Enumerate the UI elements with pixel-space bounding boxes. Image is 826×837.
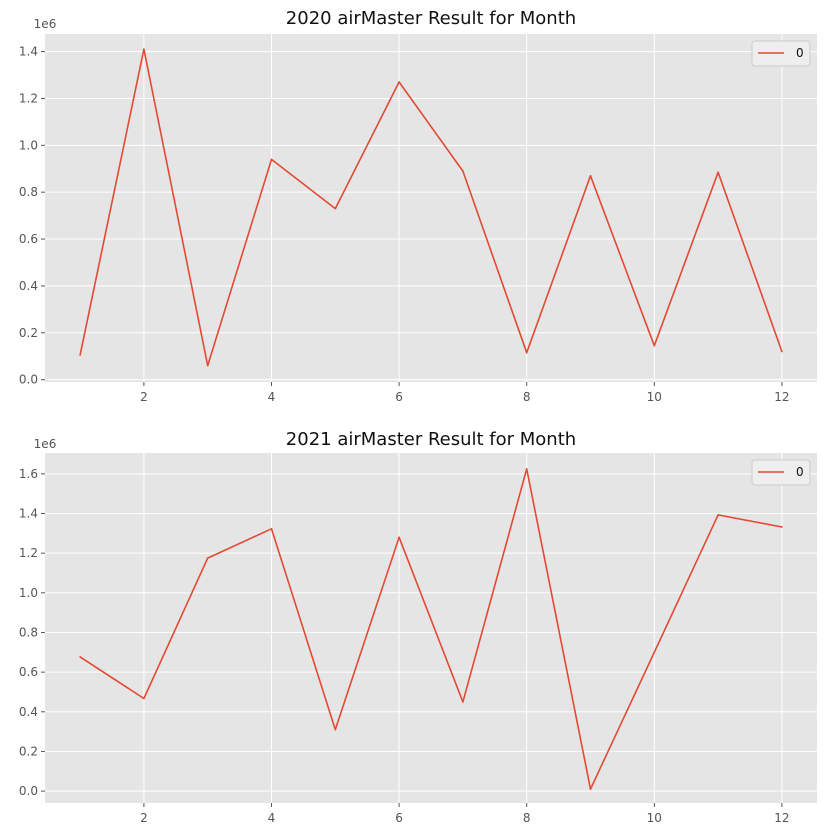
data-point-2021 [462, 701, 464, 703]
x-tick-label-2021: 8 [523, 811, 531, 825]
data-point-2020 [653, 344, 656, 347]
data-point-2021 [717, 514, 719, 516]
data-point-2021 [79, 656, 81, 658]
data-point-2020 [781, 350, 783, 353]
legend-2020: 0 [751, 40, 811, 67]
x-tick-label-2020: 4 [268, 390, 276, 404]
y-tick-label-2020: 0.4 [19, 279, 38, 293]
legend-label-2021: 0 [796, 465, 804, 479]
grid-2021 [45, 453, 817, 803]
data-point-2020 [206, 364, 209, 367]
y-tick-label-2020: 0.6 [19, 232, 38, 246]
data-point-2020 [717, 171, 719, 174]
y-tick-label-2020: 0.8 [19, 185, 38, 199]
series-2021 [79, 468, 783, 790]
data-point-2020 [270, 158, 273, 161]
data-point-2021 [334, 728, 337, 731]
y-tick-label-2021: 1.0 [19, 586, 38, 600]
y-tick-label-2021: 1.2 [19, 546, 38, 560]
data-point-2020 [79, 354, 81, 356]
data-point-2021 [781, 526, 783, 528]
data-point-2021 [206, 557, 209, 559]
data-point-2021 [525, 468, 528, 470]
x-tick-label-2021: 10 [647, 811, 662, 825]
y-tick-label-2020: 1.2 [19, 91, 38, 105]
chart-title-2021: 2021 airMaster Result for Month [286, 429, 576, 450]
grid-2020 [45, 34, 817, 382]
y-tick-label-2021: 1.4 [19, 506, 38, 520]
y-offset-label-2021: 1e6 [34, 437, 57, 451]
plot-area-2020 [45, 34, 817, 382]
y-tick-label-2021: 1.6 [19, 467, 38, 481]
x-tick-label-2020: 8 [523, 390, 531, 404]
data-point-2020 [398, 81, 400, 83]
data-point-2021 [143, 697, 145, 700]
data-point-2020 [334, 207, 337, 210]
y-tick-label-2021: 0.4 [19, 705, 38, 719]
chart-2020: 0.0 0.2 0.4 0.6 0.8 1.0 1.2 1.4 2 4 6 8 10 12 2020 ai… [19, 8, 817, 404]
y-tick-label-2021: 0.8 [19, 625, 38, 639]
chart-2021: 0.0 0.2 0.4 0.6 0.8 1.0 1.2 1.4 1.6 2 4 6 8 10 12 2021… [19, 429, 817, 825]
data-point-2020 [143, 48, 145, 51]
x-tick-label-2020: 10 [647, 390, 662, 404]
data-point-2021 [653, 651, 656, 654]
legend-label-2020: 0 [796, 46, 804, 60]
legend-2021: 0 [751, 459, 811, 486]
x-tick-label-2021: 12 [774, 811, 789, 825]
data-point-2021 [270, 527, 273, 530]
ticks-2021: 0.0 0.2 0.4 0.6 0.8 1.0 1.2 1.4 1.6 2 4 6 8 10 12 [19, 467, 790, 825]
y-tick-label-2020: 0.0 [19, 373, 38, 387]
x-tick-label-2020: 6 [395, 390, 403, 404]
y-tick-label-2021: 0.2 [19, 744, 38, 758]
y-offset-label-2020: 1e6 [34, 17, 57, 31]
series-2020 [79, 48, 783, 367]
plot-area-2021 [45, 453, 817, 803]
x-tick-label-2020: 12 [774, 390, 789, 404]
data-point-2020 [525, 351, 528, 354]
ticks-2020: 0.0 0.2 0.4 0.6 0.8 1.0 1.2 1.4 2 4 6 8 10 12 [19, 45, 790, 404]
data-point-2020 [589, 174, 592, 177]
y-tick-label-2020: 1.0 [19, 138, 38, 152]
chart-title-2020: 2020 airMaster Result for Month [286, 8, 576, 29]
x-tick-label-2020: 2 [140, 390, 148, 404]
y-tick-label-2020: 0.2 [19, 326, 38, 340]
x-tick-label-2021: 4 [268, 811, 276, 825]
data-point-2021 [589, 788, 592, 790]
data-point-2021 [398, 536, 400, 539]
x-tick-label-2021: 2 [140, 811, 148, 825]
y-tick-label-2021: 0.0 [19, 784, 38, 798]
y-tick-label-2020: 1.4 [19, 45, 38, 59]
data-point-2020 [462, 170, 464, 172]
series-line-2020 [79, 48, 783, 367]
series-line-2021 [79, 468, 783, 790]
y-tick-label-2021: 0.6 [19, 665, 38, 679]
x-tick-label-2021: 6 [395, 811, 403, 825]
